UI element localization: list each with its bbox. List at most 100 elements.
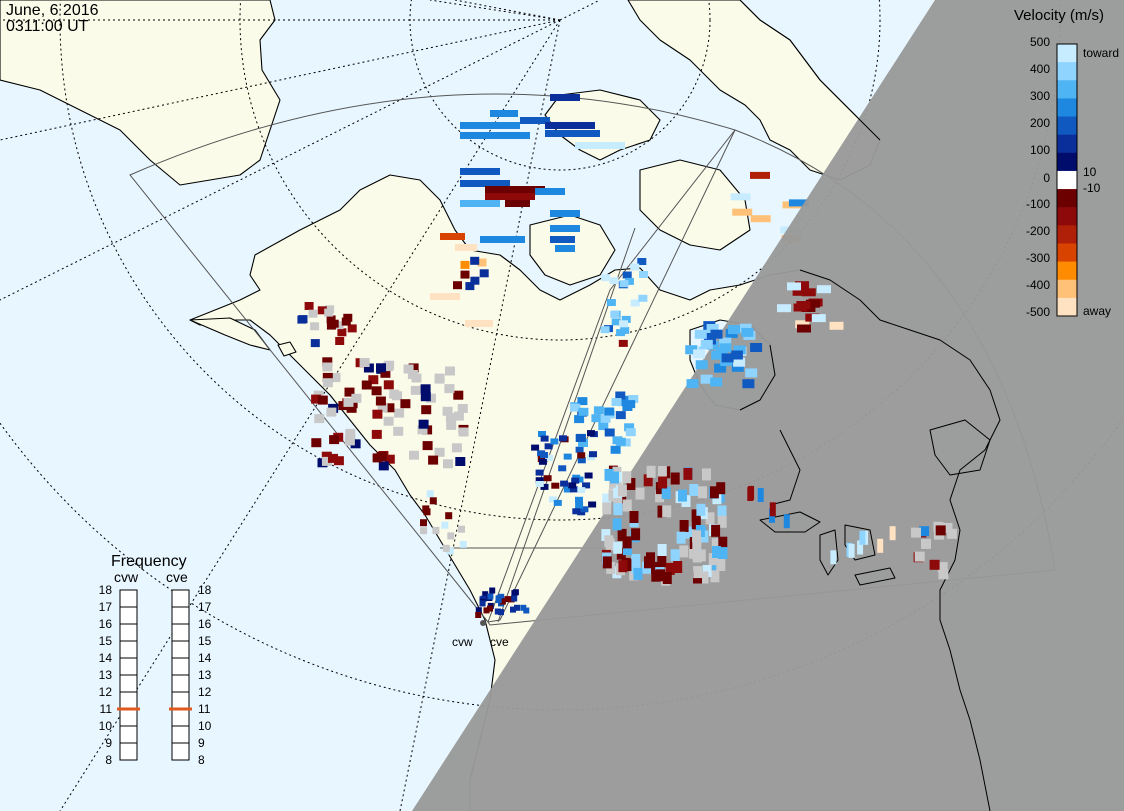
scatter-cell <box>553 499 562 506</box>
scatter-cell <box>618 339 628 347</box>
scatter-cell <box>637 258 647 265</box>
frequency-cell <box>119 674 138 693</box>
scatter-cell <box>429 497 437 505</box>
scatter-cell <box>661 487 671 500</box>
scatter-cell <box>421 405 432 415</box>
scatter-cell <box>942 522 953 533</box>
scatter-cell <box>692 530 702 543</box>
scatter-cell <box>658 476 668 489</box>
frequency-legend: Frequency cvw cve 18 18 17 17 16 16 15 15 14 14 13… <box>99 553 212 767</box>
scatter-cell <box>443 459 453 469</box>
scatter-cell <box>363 363 374 373</box>
scatter-cell <box>643 474 653 487</box>
scatter-cell <box>453 390 464 400</box>
velocity-colorbar <box>1056 43 1078 317</box>
scatter-cell <box>610 310 620 318</box>
scatter-cell <box>711 524 721 537</box>
scatter-cell <box>540 452 548 458</box>
colorbar-segment <box>1057 98 1077 118</box>
colorbar-segment <box>1057 297 1077 317</box>
scatter-cell <box>617 528 627 541</box>
scatter-cell <box>495 597 502 604</box>
scatter-cell <box>616 329 626 337</box>
scatter-cell <box>817 285 831 294</box>
scatter-streak <box>485 186 545 193</box>
frequency-cell <box>171 708 190 727</box>
scatter-cell <box>602 502 612 515</box>
scatter-cell <box>621 315 631 323</box>
scatter-cell <box>459 540 467 548</box>
colorbar-segment <box>1057 152 1077 172</box>
scatter-cell <box>622 471 632 484</box>
velocity-tick-label: -500 <box>1026 305 1050 319</box>
scatter-cell <box>577 452 586 459</box>
scatter-cell <box>322 372 333 382</box>
velocity-scatter-night-layer <box>601 281 957 586</box>
scatter-cell <box>628 395 639 403</box>
scatter-cell <box>453 281 462 290</box>
scatter-cell <box>475 612 482 618</box>
scatter-cell <box>630 299 640 307</box>
scatter-streak <box>575 142 625 149</box>
scatter-cell <box>514 604 520 611</box>
scatter-cell <box>420 527 428 535</box>
scatter-cell <box>351 393 362 403</box>
scatter-cell <box>543 475 552 482</box>
scatter-cell <box>938 569 949 580</box>
scatter-cell <box>575 496 583 503</box>
scatter-cell <box>811 314 826 323</box>
frequency-cell <box>119 589 138 608</box>
scatter-cell <box>578 439 588 447</box>
velocity-legend: Velocity (m/s) 500400300200100100-10-100… <box>1014 7 1119 319</box>
colorbar-segment <box>1057 80 1077 99</box>
scatter-cell <box>434 374 445 384</box>
scatter-cell <box>692 538 702 551</box>
radar-label-cvw: cvw <box>452 635 473 649</box>
scatter-cell <box>578 407 589 416</box>
scatter-cell <box>716 482 726 495</box>
scatter-cell <box>593 406 604 415</box>
scatter-streak <box>440 233 465 240</box>
scatter-cell <box>371 386 382 396</box>
scatter-cell <box>482 591 489 598</box>
scatter-cell <box>731 362 744 372</box>
scatter-cell <box>337 328 347 337</box>
scatter-cell <box>797 324 811 333</box>
scatter-cell <box>629 511 639 523</box>
scatter-cell <box>361 380 372 390</box>
scatter-cell <box>460 260 470 269</box>
scatter-cell <box>383 380 394 390</box>
scatter-cell <box>410 385 421 395</box>
scatter-cell <box>646 465 656 478</box>
frequency-tick-right: 8 <box>198 753 205 767</box>
scatter-cell <box>657 544 667 556</box>
scatter-cell <box>613 503 623 516</box>
scatter-cell <box>310 322 320 331</box>
scatter-cell <box>733 345 746 355</box>
scatter-cell <box>921 538 931 549</box>
scatter-cell <box>602 493 612 506</box>
scatter-cell <box>610 445 621 454</box>
scatter-cell <box>418 419 429 429</box>
scatter-cell <box>745 368 758 378</box>
frequency-tick-left: 14 <box>99 651 113 665</box>
frequency-cell <box>171 742 190 761</box>
scatter-cell <box>705 512 715 525</box>
scatter-cell <box>409 450 419 460</box>
scatter-cell <box>741 327 754 337</box>
scatter-cell <box>569 486 578 493</box>
scatter-cell <box>371 429 382 439</box>
scatter-cell <box>568 482 577 489</box>
scatter-cell <box>611 398 622 406</box>
scatter-cell <box>691 517 701 530</box>
scatter-cell <box>638 294 648 302</box>
scatter-cell <box>575 502 584 509</box>
frequency-legend-title: Frequency <box>111 553 187 570</box>
scatter-cell <box>577 457 586 464</box>
scatter-cell <box>600 414 611 423</box>
scatter-cell <box>445 366 455 376</box>
scatter-cell <box>558 465 567 472</box>
scatter-cell <box>619 280 629 288</box>
scatter-cell <box>411 373 422 383</box>
